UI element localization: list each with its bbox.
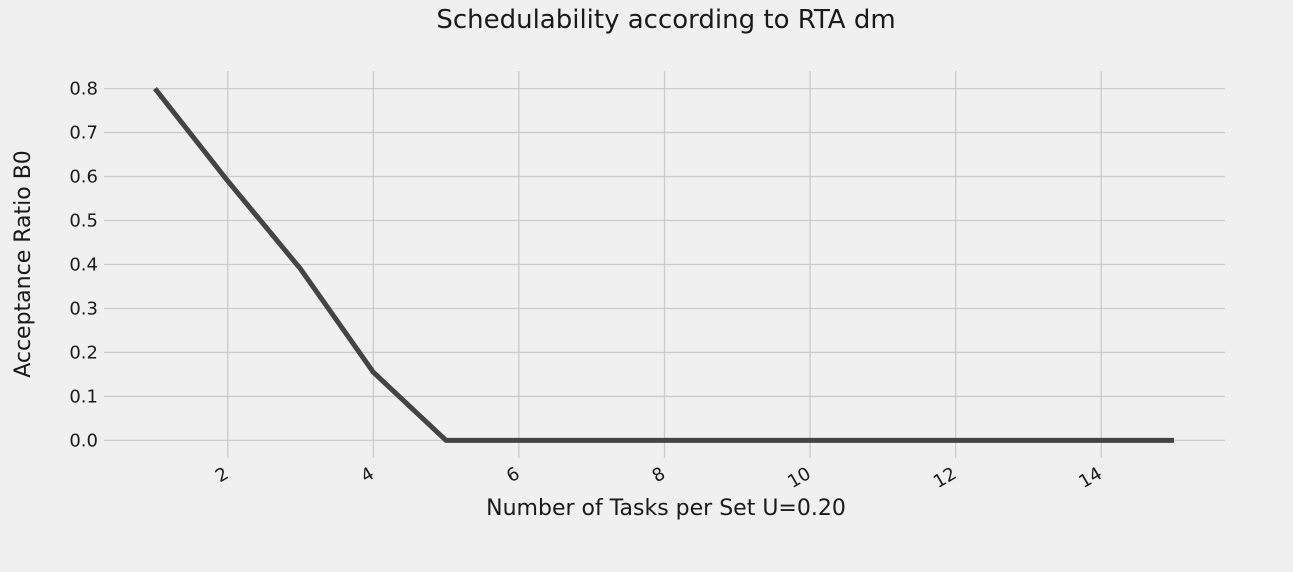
x-tick-label: 2 [212, 463, 232, 487]
x-tick-labels: 2 4 6 8 10 12 14 [212, 463, 1106, 493]
series-line [153, 87, 1174, 443]
chart-title: Schedulability according to RTA dm [436, 5, 895, 35]
x-tick-label: 8 [649, 463, 669, 487]
y-tick-label: 0.3 [69, 298, 98, 319]
y-tick-label: 0.4 [69, 255, 98, 276]
x-tick-label: 10 [784, 463, 814, 493]
y-axis-label: Acceptance Ratio B0 [11, 150, 36, 378]
y-tick-label: 0.5 [69, 211, 98, 232]
x-axis-label: Number of Tasks per Set U=0.20 [486, 496, 846, 521]
y-tick-labels: 0.0 0.1 0.2 0.3 0.4 0.5 0.6 0.7 0.8 [69, 79, 98, 452]
y-tick-label: 0.7 [69, 123, 98, 144]
x-tick-label: 12 [930, 463, 960, 493]
y-tick-label: 0.1 [69, 386, 98, 407]
x-tick-label: 14 [1075, 463, 1105, 493]
x-tick-label: 4 [357, 463, 377, 487]
series-lines [153, 87, 1174, 443]
y-tick-label: 0.6 [69, 167, 98, 188]
y-tick-label: 0.0 [69, 430, 98, 451]
grid-lines [104, 71, 1225, 458]
x-tick-label: 6 [503, 463, 523, 487]
y-tick-label: 0.8 [69, 79, 98, 100]
y-tick-label: 0.2 [69, 342, 98, 363]
